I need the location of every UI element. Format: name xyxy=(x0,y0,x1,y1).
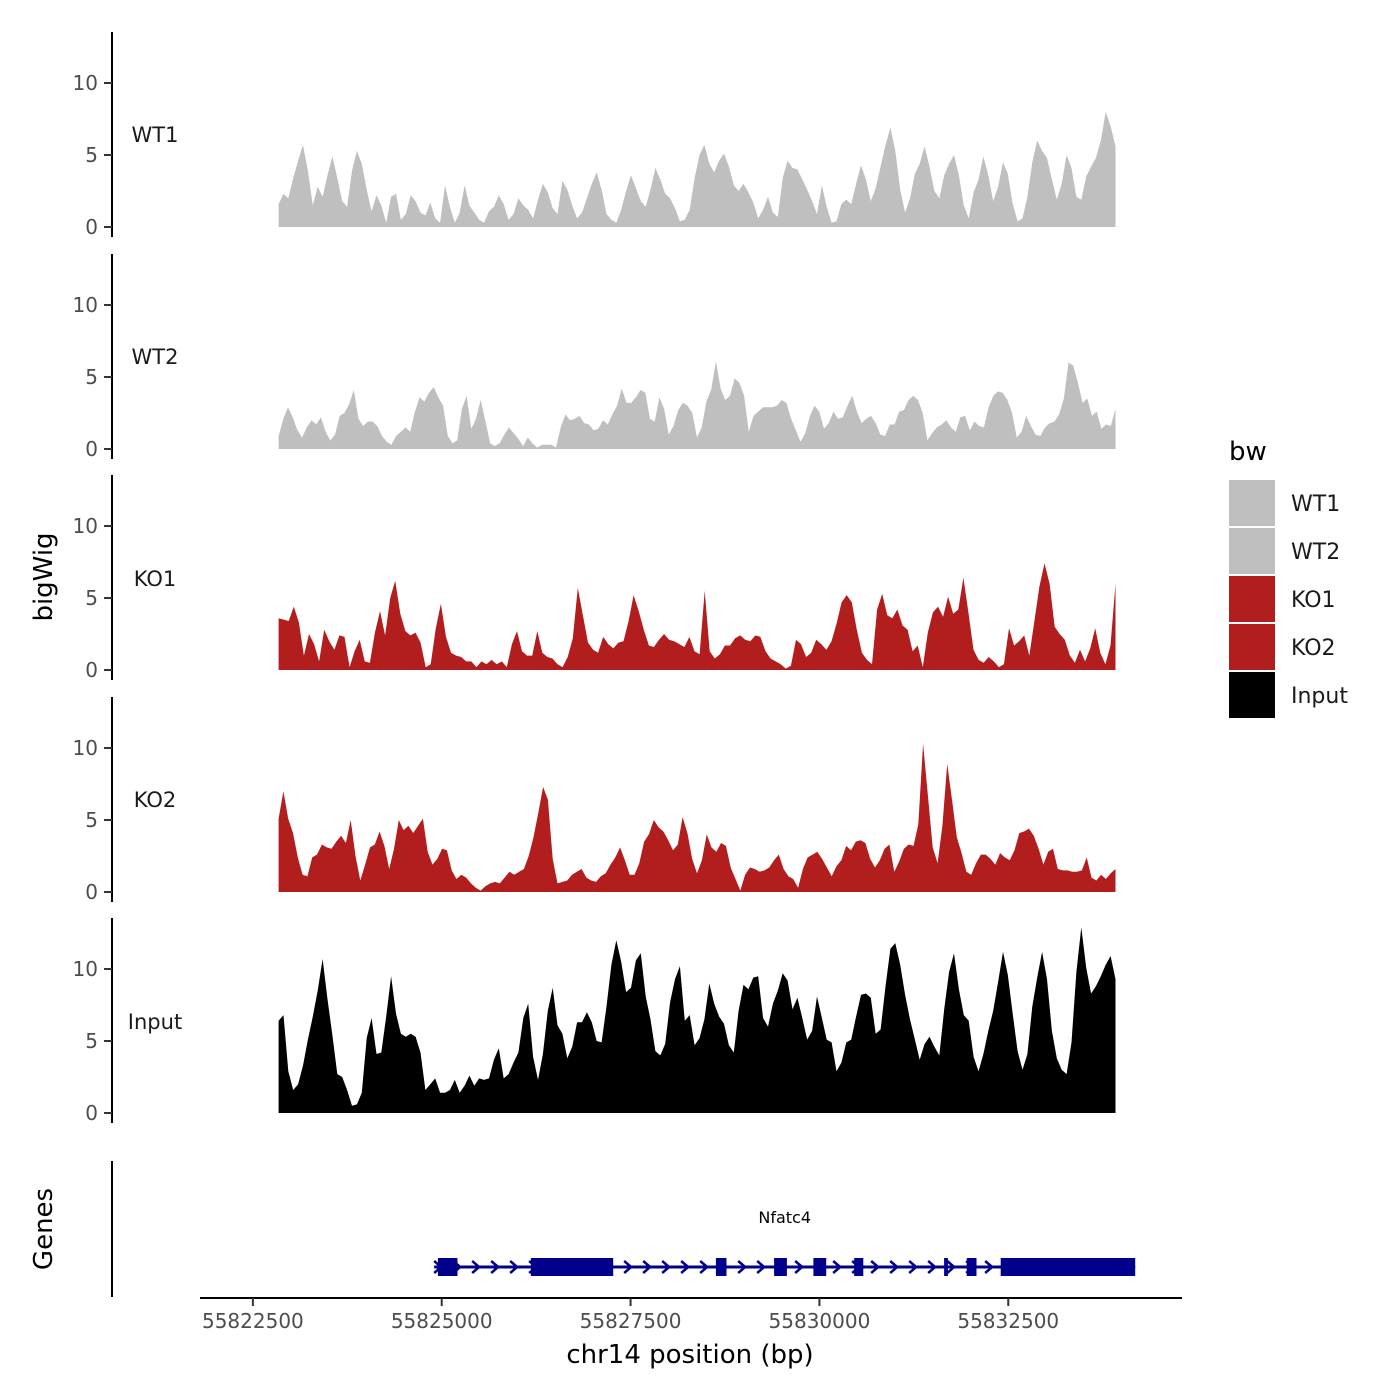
y-tick-label: 5 xyxy=(85,1029,98,1053)
strand-arrow-icon xyxy=(984,1260,995,1274)
x-axis-title: chr14 position (bp) xyxy=(566,1340,813,1370)
y-tick-label: 0 xyxy=(85,437,98,461)
legend-title: bw xyxy=(1229,437,1267,467)
y-tick-group: 0 5 10 xyxy=(73,293,112,461)
legend-label: Input xyxy=(1291,684,1348,709)
y-tick-label: 10 xyxy=(73,293,98,317)
y-tick-label: 0 xyxy=(85,1101,98,1125)
strand-arrow-icon xyxy=(623,1260,634,1274)
y-tick-group: 0 5 10 xyxy=(73,71,112,239)
legend-swatch xyxy=(1229,528,1275,574)
legend-swatch xyxy=(1229,672,1275,718)
strand-arrow-icon xyxy=(927,1260,938,1274)
coverage-area-input xyxy=(278,927,1116,1113)
y-tick-label: 10 xyxy=(73,514,98,538)
coverage-area-ko1 xyxy=(278,563,1116,670)
strand-arrow-icon xyxy=(661,1260,672,1274)
strand-arrow-icon xyxy=(832,1260,843,1274)
coverage-area-ko2 xyxy=(278,743,1116,892)
x-axis: 55822500 55825000 55827500 55830000 55832500… xyxy=(200,1297,1182,1370)
legend-swatch xyxy=(1229,576,1275,622)
strand-arrow-icon xyxy=(870,1260,881,1274)
exon-blocks xyxy=(437,1258,1136,1276)
strand-arrow-icon xyxy=(490,1260,501,1274)
exon-block xyxy=(437,1258,458,1276)
legend-label: KO1 xyxy=(1291,588,1336,613)
x-tick-label: 55822500 xyxy=(202,1309,304,1333)
coverage-area-wt1 xyxy=(278,111,1116,227)
x-tick-label: 55830000 xyxy=(769,1309,871,1333)
gene-label: Nfatc4 xyxy=(758,1208,811,1227)
exon-block xyxy=(966,1258,977,1276)
legend-label: KO2 xyxy=(1291,636,1336,661)
y-tick-label: 10 xyxy=(73,957,98,981)
track-panel-ko2: 0 5 10 KO2 xyxy=(73,697,1116,904)
legend-swatch xyxy=(1229,624,1275,670)
y-tick-label: 5 xyxy=(85,365,98,389)
legend-label: WT2 xyxy=(1291,540,1340,565)
genes-axis-title: Genes xyxy=(29,1188,59,1270)
track-panel-input: 0 5 10 Input xyxy=(73,918,1116,1125)
exon-block xyxy=(530,1258,614,1276)
exon-block xyxy=(1000,1258,1136,1276)
track-panel-wt1: 0 5 10 WT1 xyxy=(73,32,1116,239)
track-label-ko1: KO1 xyxy=(134,567,177,591)
strand-arrow-icon xyxy=(642,1260,653,1274)
exon-block xyxy=(774,1258,787,1276)
genes-panel: Genes Nfatc4 xyxy=(29,1161,1136,1297)
strand-arrow-icon xyxy=(509,1260,520,1274)
y-tick-label: 5 xyxy=(85,143,98,167)
y-tick-label: 10 xyxy=(73,736,98,760)
gene-model xyxy=(433,1258,1136,1276)
strand-arrow-icon xyxy=(471,1260,482,1274)
y-tick-label: 5 xyxy=(85,586,98,610)
exon-block xyxy=(715,1258,727,1276)
coverage-area-wt2 xyxy=(278,361,1116,449)
strand-arrow-icon xyxy=(946,1260,957,1274)
x-tick-label: 55832500 xyxy=(957,1309,1059,1333)
x-tick-label: 55827500 xyxy=(580,1309,682,1333)
track-label-wt2: WT2 xyxy=(132,345,179,369)
strand-arrow-icon xyxy=(737,1260,748,1274)
y-tick-label: 5 xyxy=(85,808,98,832)
track-label-input: Input xyxy=(128,1010,182,1034)
legend-items: WT1 WT2 KO1 KO2 Input xyxy=(1229,480,1348,718)
exon-block xyxy=(944,1258,948,1276)
y-tick-label: 10 xyxy=(73,71,98,95)
y-tick-label: 0 xyxy=(85,215,98,239)
strand-arrow-icon xyxy=(794,1260,805,1274)
strand-arrow-icon xyxy=(756,1260,767,1274)
y-axis-title: bigWig xyxy=(29,532,59,621)
exon-block xyxy=(813,1258,827,1276)
track-panel-ko1: 0 5 10 KO1 xyxy=(73,475,1116,682)
y-tick-group: 0 5 10 xyxy=(73,514,112,682)
legend-swatch xyxy=(1229,480,1275,526)
strand-arrow-icon xyxy=(699,1260,710,1274)
track-label-ko2: KO2 xyxy=(134,788,177,812)
strand-arrow-icon xyxy=(908,1260,919,1274)
legend: bw WT1 WT2 KO1 KO2 Input xyxy=(1229,437,1348,718)
legend-label: WT1 xyxy=(1291,492,1340,517)
y-tick-label: 0 xyxy=(85,658,98,682)
y-tick-label: 0 xyxy=(85,880,98,904)
y-tick-group: 0 5 10 xyxy=(73,957,112,1125)
x-tick-group: 55822500 55825000 55827500 55830000 55832500 xyxy=(202,1298,1059,1333)
x-tick-label: 55825000 xyxy=(391,1309,493,1333)
strand-arrow-icon xyxy=(680,1260,691,1274)
strand-arrow-icon xyxy=(889,1260,900,1274)
y-tick-group: 0 5 10 xyxy=(73,736,112,904)
exon-block xyxy=(854,1258,864,1276)
track-panel-wt2: 0 5 10 WT2 xyxy=(73,254,1116,461)
track-label-wt1: WT1 xyxy=(132,123,179,147)
